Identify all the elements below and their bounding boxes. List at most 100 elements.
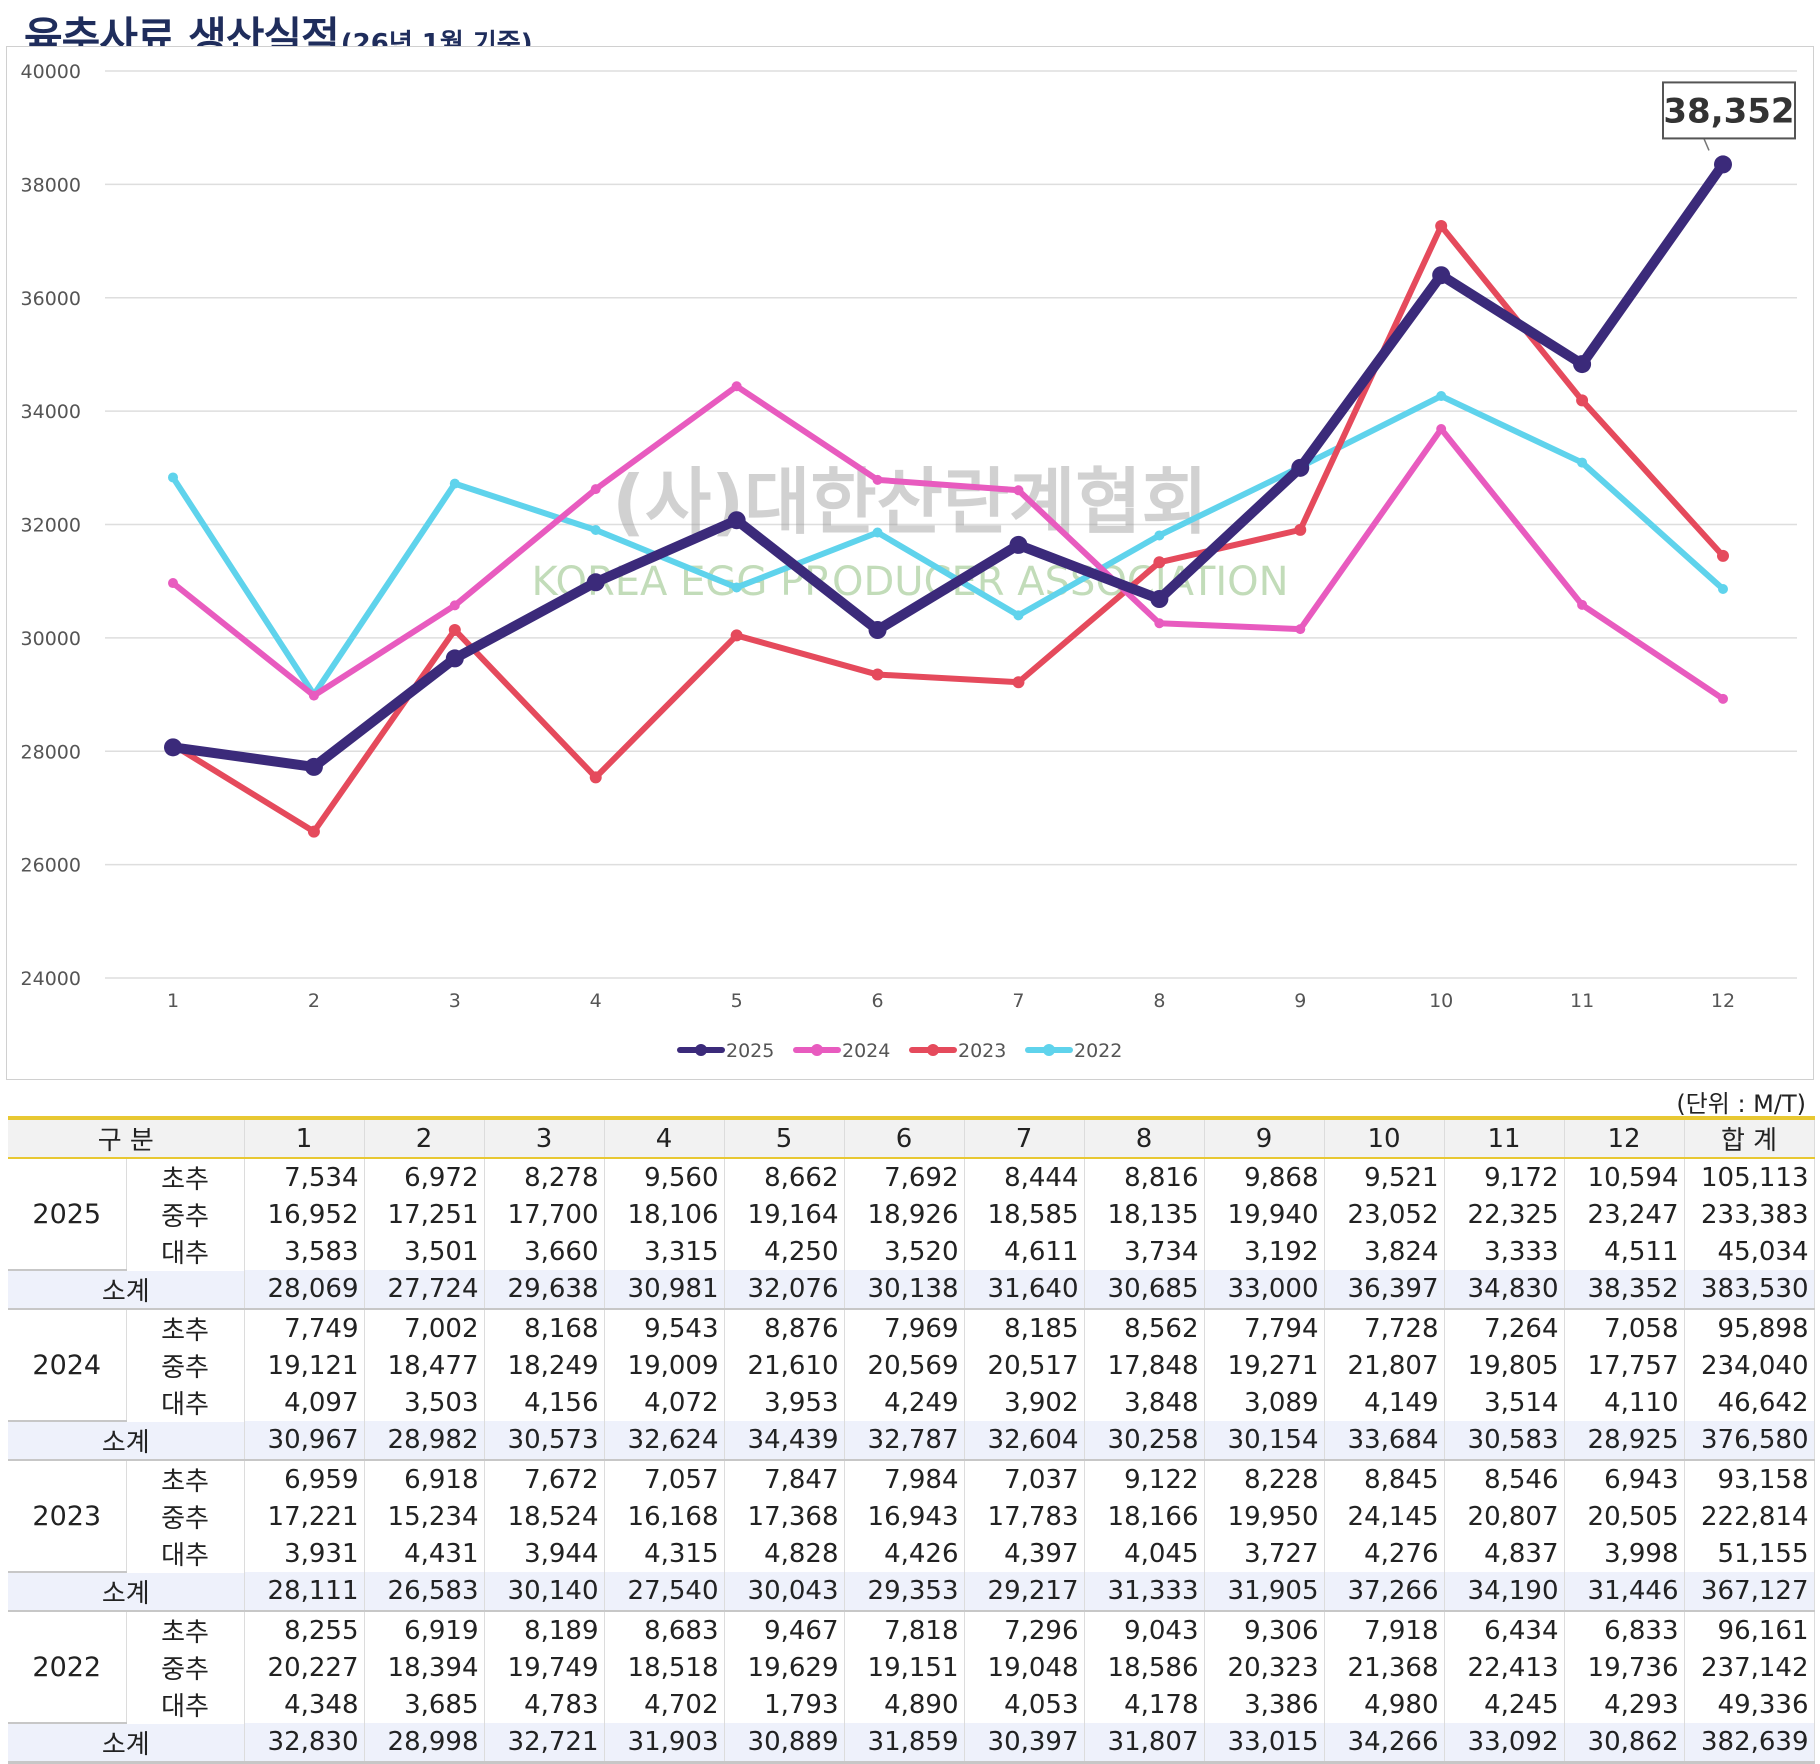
value-cell: 20,323: [1204, 1649, 1325, 1686]
value-cell: 3,944: [484, 1535, 605, 1572]
value-cell: 4,178: [1084, 1686, 1205, 1723]
data-point-2025: [304, 757, 323, 776]
value-cell: 1,793: [724, 1686, 845, 1723]
subtotal-cell: 32,604: [964, 1421, 1085, 1461]
value-cell: 4,110: [1564, 1384, 1685, 1421]
subtotal-cell: 33,684: [1324, 1421, 1445, 1461]
data-point-2022: [1577, 457, 1588, 468]
value-cell: 4,250: [724, 1233, 845, 1270]
data-point-2025: [727, 511, 746, 530]
series-line-2024: [170, 383, 1726, 702]
value-cell: 16,168: [604, 1498, 725, 1535]
data-point-2023: [448, 623, 461, 636]
value-cell: 3,727: [1204, 1535, 1325, 1572]
year-cell: 2024: [8, 1309, 127, 1422]
value-cell: 222,814: [1684, 1498, 1815, 1535]
subtotal-label: 소계: [8, 1572, 245, 1612]
value-cell: 3,315: [604, 1233, 725, 1270]
data-point-2024: [1436, 424, 1447, 435]
value-cell: 4,072: [604, 1384, 725, 1421]
x-tick-label: 8: [1153, 990, 1165, 1012]
data-point-2025: [1291, 458, 1310, 477]
value-cell: 18,249: [484, 1347, 605, 1384]
value-cell: 8,189: [484, 1611, 605, 1649]
data-point-2024: [168, 578, 178, 589]
value-cell: 9,306: [1204, 1611, 1325, 1649]
value-cell: 19,749: [484, 1649, 605, 1686]
data-point-2023: [730, 629, 743, 642]
y-tick-label: 26000: [21, 855, 81, 877]
value-cell: 4,315: [604, 1535, 725, 1572]
subtotal-cell: 34,830: [1444, 1270, 1565, 1310]
value-cell: 7,749: [244, 1309, 365, 1347]
value-cell: 8,845: [1324, 1460, 1445, 1498]
x-tick-label: 6: [871, 990, 883, 1012]
kind-cell: 초추: [126, 1309, 245, 1347]
subtotal-cell: 28,925: [1564, 1421, 1685, 1461]
data-point-2022: [1154, 530, 1165, 541]
data-point-2024: [872, 474, 883, 485]
x-tick-label: 7: [1012, 990, 1024, 1012]
subtotal-cell: 30,967: [244, 1421, 365, 1461]
legend-marker-2025: [695, 1044, 707, 1056]
value-cell: 20,517: [964, 1347, 1085, 1384]
value-cell: 9,868: [1204, 1158, 1325, 1196]
value-cell: 3,848: [1084, 1384, 1205, 1421]
subtotal-row: 소계 28,111 26,583 30,140 27,540 30,043 29,353 29…: [8, 1572, 1815, 1612]
value-cell: 3,333: [1444, 1233, 1565, 1270]
data-point-2024: [1013, 485, 1024, 496]
value-cell: 7,728: [1324, 1309, 1445, 1347]
value-cell: 95,898: [1684, 1309, 1815, 1347]
data-point-2025: [1150, 590, 1169, 609]
kind-cell: 대추: [126, 1535, 245, 1572]
subtotal-cell: 33,000: [1204, 1270, 1325, 1310]
value-cell: 4,426: [844, 1535, 965, 1572]
subtotal-cell: 32,624: [604, 1421, 725, 1461]
y-tick-label: 24000: [21, 968, 81, 990]
kind-cell: 대추: [126, 1686, 245, 1723]
data-point-2022: [1718, 584, 1728, 595]
value-cell: 8,876: [724, 1309, 845, 1347]
value-cell: 6,833: [1564, 1611, 1685, 1649]
value-cell: 3,734: [1084, 1233, 1205, 1270]
value-cell: 3,503: [364, 1384, 485, 1421]
kind-cell: 초추: [126, 1611, 245, 1649]
value-cell: 16,943: [844, 1498, 965, 1535]
data-point-2025: [445, 649, 464, 668]
data-point-2022: [872, 527, 883, 538]
data-point-2023: [307, 825, 320, 838]
data-point-2025: [1573, 355, 1592, 374]
value-cell: 19,121: [244, 1347, 365, 1384]
value-cell: 4,348: [244, 1686, 365, 1723]
value-cell: 45,034: [1684, 1233, 1815, 1270]
data-point-2024: [590, 484, 601, 495]
subtotal-cell: 34,190: [1444, 1572, 1565, 1612]
data-point-2025: [1432, 266, 1451, 285]
data-point-2024: [449, 600, 460, 611]
header-total: 합 계: [1684, 1116, 1815, 1159]
kind-cell: 초추: [126, 1460, 245, 1498]
table-row: 대추 4,348 3,685 4,783 4,702 1,793 4,890 4,053 4,1…: [8, 1686, 1815, 1723]
data-point-2022: [449, 478, 460, 489]
subtotal-cell: 28,111: [244, 1572, 365, 1612]
value-cell: 7,037: [964, 1460, 1085, 1498]
value-cell: 18,166: [1084, 1498, 1205, 1535]
legend-label-2023: 2023: [958, 1040, 1006, 1062]
header-month: 2: [364, 1116, 485, 1159]
value-cell: 20,807: [1444, 1498, 1565, 1535]
subtotal-cell: 29,353: [844, 1572, 965, 1612]
value-cell: 4,828: [724, 1535, 845, 1572]
table-row: 2023 초추 6,959 6,918 7,672 7,057 7,847 7,984 7,03…: [8, 1460, 1815, 1573]
value-cell: 8,444: [964, 1158, 1085, 1196]
kind-cell: 대추: [126, 1384, 245, 1421]
value-cell: 20,227: [244, 1649, 365, 1686]
subtotal-row: 소계 28,069 27,724 29,638 30,981 32,076 30,138 31…: [8, 1270, 1815, 1310]
value-cell: 8,255: [244, 1611, 365, 1649]
subtotal-cell: 28,982: [364, 1421, 485, 1461]
data-point-2022: [590, 524, 601, 535]
value-cell: 19,950: [1204, 1498, 1325, 1535]
value-cell: 8,546: [1444, 1460, 1565, 1498]
subtotal-cell: 37,266: [1324, 1572, 1445, 1612]
subtotal-cell: 30,043: [724, 1572, 845, 1612]
legend-marker-2024: [811, 1044, 823, 1056]
